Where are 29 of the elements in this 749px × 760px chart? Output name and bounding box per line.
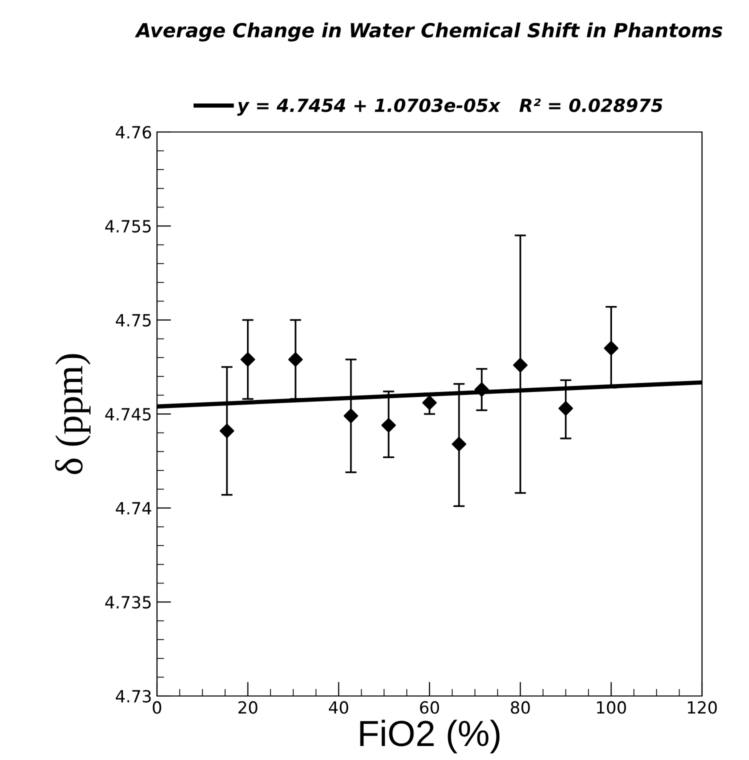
point	[240, 352, 256, 367]
point	[558, 401, 574, 416]
chart-title: Average Change in Water Chemical Shift in Phantoms	[134, 22, 722, 42]
y-tick-label: 4.76	[116, 126, 152, 139]
point	[422, 395, 437, 410]
point	[344, 408, 358, 424]
x-tick-label: 80	[510, 701, 530, 714]
point	[381, 418, 396, 433]
point	[474, 382, 490, 397]
point	[220, 424, 234, 438]
point	[604, 340, 618, 356]
point	[288, 352, 303, 367]
y-tick-label: 4.73	[116, 690, 151, 703]
y-axis-title: δ (ppm)	[55, 354, 91, 474]
legend-label: y = 4.7454 + 1.0703e-05x R² = 0.028975	[237, 98, 662, 116]
y-tick-label: 4.74	[116, 502, 152, 514]
y-tick-label: 4.745	[105, 408, 151, 421]
x-axis-title: FiO2 (%)	[360, 720, 500, 754]
y-tick-label: 4.75	[116, 314, 151, 327]
x-tick-label: 60	[420, 701, 439, 714]
x-tick-label: 0	[152, 701, 162, 714]
y-tick-label: 4.735	[105, 596, 151, 609]
x-tick-label: 120	[688, 701, 717, 714]
point	[452, 436, 466, 452]
point	[513, 358, 528, 372]
x-tick-label: 40	[328, 701, 348, 714]
x-tick-label: 20	[238, 701, 258, 714]
y-tick-label: 4.755	[105, 220, 151, 233]
x-tick-label: 100	[597, 701, 626, 714]
